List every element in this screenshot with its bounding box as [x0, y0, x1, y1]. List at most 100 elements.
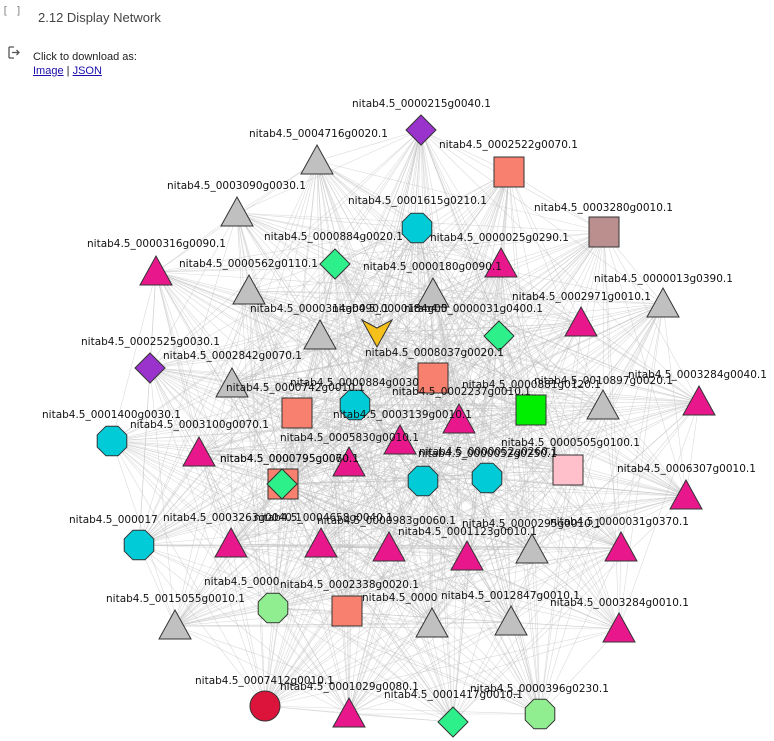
network-edge — [432, 293, 687, 497]
network-edge — [149, 367, 284, 485]
network-node-label: nitab4.5_0000 — [204, 576, 279, 588]
network-node-triangle[interactable] — [383, 423, 417, 455]
network-node-triangle[interactable] — [232, 273, 266, 305]
network-node-label: nitab4.5_0003139g0010.1 — [333, 409, 472, 421]
network-edge — [539, 405, 604, 715]
network-edge — [230, 409, 532, 545]
network-edge — [432, 231, 605, 295]
network-edge — [111, 440, 433, 625]
link-separator: | — [66, 65, 70, 77]
network-edge — [236, 212, 274, 609]
network-node-octagon[interactable] — [524, 698, 556, 730]
network-node-label: nitab4.5_0000052g0260.1 — [419, 446, 558, 458]
network-node-diamond[interactable] — [319, 248, 351, 280]
network-node-diamond[interactable] — [437, 706, 469, 738]
network-node-triangle[interactable] — [450, 539, 484, 571]
network-node-triangle[interactable] — [586, 388, 620, 420]
network-edge — [198, 452, 232, 545]
network-edge — [498, 231, 605, 337]
network-edge — [111, 440, 232, 545]
network-node-triangle[interactable] — [332, 445, 366, 477]
network-node-octagon[interactable] — [471, 462, 503, 494]
network-node-square[interactable] — [281, 397, 313, 429]
network-edge — [138, 483, 283, 546]
network-edge — [320, 543, 433, 625]
network-node-triangle[interactable] — [682, 384, 716, 416]
network-edge — [174, 303, 664, 627]
network-edge — [248, 290, 664, 305]
download-image-link[interactable]: Image — [33, 65, 64, 77]
network-node-triangle[interactable] — [182, 435, 216, 467]
network-node-triangle[interactable] — [214, 526, 248, 558]
network-node-octagon[interactable] — [257, 592, 289, 624]
download-json-link[interactable]: JSON — [72, 65, 102, 77]
network-node-vee[interactable] — [360, 318, 394, 349]
network-edge — [348, 335, 500, 464]
network-edge — [620, 303, 664, 549]
download-links: Image | JSON — [33, 64, 137, 78]
network-node-triangle[interactable] — [646, 286, 680, 318]
network-node-octagon[interactable] — [401, 212, 433, 244]
network-edge — [376, 322, 582, 334]
network-node-diamond[interactable] — [405, 114, 437, 146]
network-node-triangle[interactable] — [416, 276, 450, 308]
network-edge — [296, 412, 322, 545]
network-node-square[interactable] — [515, 394, 547, 426]
network-node-label: nitab4.5_0007412g0010.1 — [195, 675, 334, 687]
network-node-square[interactable] — [417, 362, 449, 394]
network-edge — [111, 404, 356, 442]
network-edge — [155, 271, 233, 385]
network-edge — [320, 543, 512, 623]
network-node-triangle[interactable] — [304, 526, 338, 558]
network-edge — [432, 293, 604, 407]
network-node-circle[interactable] — [249, 690, 281, 722]
network-edge — [420, 129, 622, 549]
network-node-triangle[interactable] — [442, 402, 476, 434]
network-edge — [531, 547, 622, 551]
network-edge — [174, 556, 468, 627]
network-edge — [334, 231, 605, 265]
network-node-triangle[interactable] — [158, 608, 192, 640]
network-node-octagon[interactable] — [407, 465, 439, 497]
network-node-triangle[interactable] — [300, 143, 334, 175]
network-edge — [272, 607, 350, 715]
network-edge — [230, 495, 687, 545]
network-node-octagon[interactable] — [96, 425, 128, 457]
network-node-square[interactable] — [493, 156, 525, 188]
network-edge — [138, 171, 510, 546]
network-node-triangle[interactable] — [332, 696, 366, 728]
network-edge — [111, 440, 687, 497]
network-node-triangle[interactable] — [604, 530, 638, 562]
network-edge — [282, 483, 541, 715]
network-node-octagon[interactable] — [123, 529, 155, 561]
network-node-label: nitab4.5_0002525g0030.1 — [81, 336, 220, 348]
network-node-triangle[interactable] — [564, 305, 598, 337]
network-edge — [149, 367, 266, 707]
network-edge — [376, 332, 500, 337]
network-node-triangle[interactable] — [415, 606, 449, 638]
network-node-triangle[interactable] — [139, 254, 173, 286]
network-edge — [603, 231, 620, 630]
network-node-square[interactable] — [552, 454, 584, 486]
network-node-square[interactable] — [331, 595, 363, 627]
network-node-square[interactable] — [588, 216, 620, 248]
network-node-triangle[interactable] — [484, 246, 518, 278]
network-node-triangle[interactable] — [372, 530, 406, 562]
network-edge — [510, 621, 620, 630]
network-edge — [138, 263, 336, 546]
network-node-diamond[interactable] — [134, 352, 166, 384]
network-node-diamond[interactable] — [266, 468, 298, 500]
network-node-triangle[interactable] — [220, 195, 254, 227]
network-node-triangle[interactable] — [303, 318, 337, 350]
network-node-triangle[interactable] — [215, 366, 249, 398]
network-edge — [500, 231, 605, 265]
network-node-octagon[interactable] — [339, 389, 371, 421]
network-edge — [248, 290, 541, 715]
network-node-triangle[interactable] — [515, 532, 549, 564]
network-node-triangle[interactable] — [669, 478, 703, 510]
network-node-triangle[interactable] — [494, 604, 528, 636]
network-edge — [458, 419, 541, 715]
network-node-triangle[interactable] — [602, 611, 636, 643]
network-node-diamond[interactable] — [483, 320, 515, 352]
